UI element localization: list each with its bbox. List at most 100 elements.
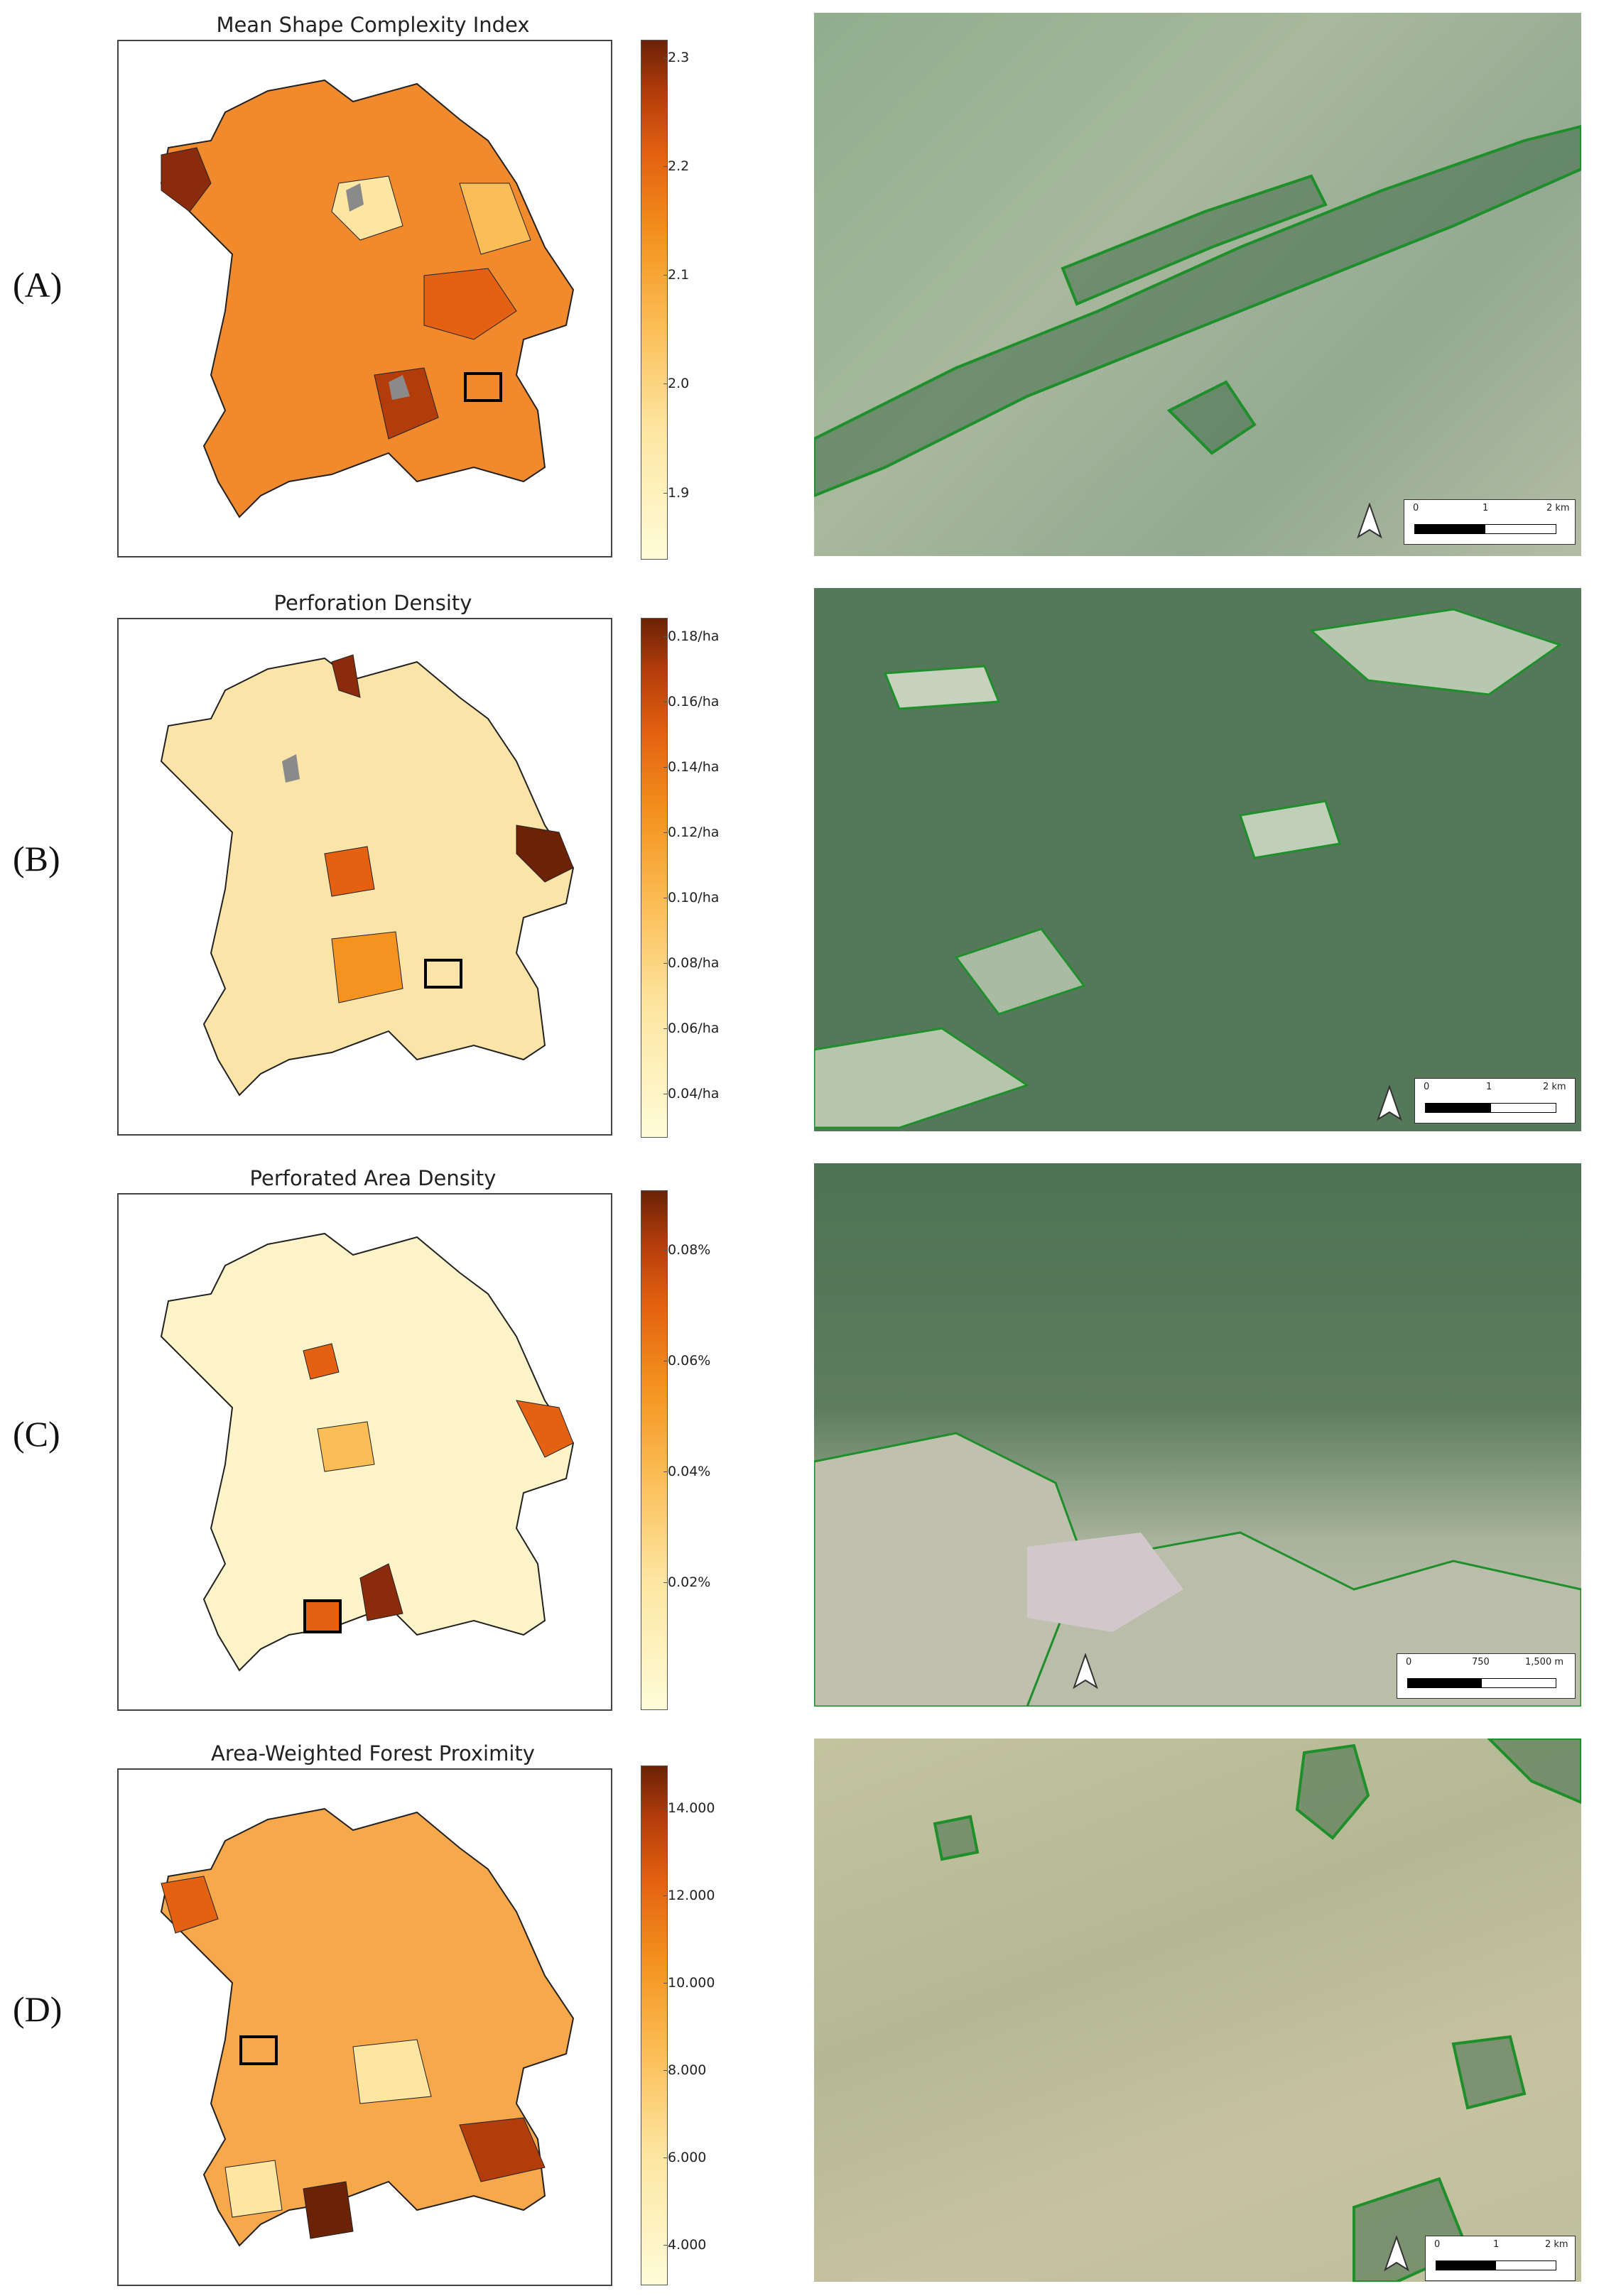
clearing: [1308, 608, 1563, 696]
satellite-image: 0 1 2 km: [814, 1739, 1581, 2282]
colorbar-tick: 8.000: [663, 2062, 707, 2078]
region-mid: [161, 1876, 219, 1934]
clearing: [954, 927, 1086, 1016]
colorbar-tick: 0.04%: [663, 1464, 711, 1479]
urban-area: [282, 754, 300, 783]
study-area-box: [464, 372, 502, 402]
colorbar: [641, 618, 668, 1138]
urban-area: [1027, 1533, 1183, 1632]
region-dark: [303, 2181, 354, 2239]
region-dark: [161, 147, 212, 212]
region-mid: [303, 1343, 340, 1380]
forest-patch: [1061, 174, 1328, 306]
colorbar: [641, 1190, 668, 1710]
choropleth-map: [117, 618, 612, 1136]
region-mid: [423, 268, 517, 340]
region-dark: [359, 1563, 403, 1621]
scale-bar: 0 1 2 km: [1404, 499, 1576, 545]
region-outline: [160, 79, 575, 518]
scale-mark: 1: [1483, 503, 1489, 513]
colorbar-tick: 0.18/ha: [663, 629, 720, 644]
forest-patch: [933, 1815, 980, 1861]
colorbar-tick: 0.10/ha: [663, 890, 720, 905]
scale-mark: 0: [1434, 2239, 1441, 2250]
colorbar-tick: 0.16/ha: [663, 694, 720, 709]
colorbar-tick: 0.12/ha: [663, 825, 720, 840]
region-outline: [160, 1807, 575, 2247]
colorbar-tick: 0.14/ha: [663, 759, 720, 775]
satellite-image: 0 1 2 km: [814, 588, 1581, 1131]
scale-bar: 0 1 2 km: [1414, 1078, 1576, 1123]
map-title: Area-Weighted Forest Proximity: [211, 1741, 535, 1765]
satellite-image: 0 750 1,500 m: [814, 1163, 1581, 1707]
forest-patches: [814, 608, 1563, 1129]
colorbar-tick: 4.000: [663, 2237, 707, 2253]
colorbar-tick: 0.04/ha: [663, 1086, 720, 1101]
panel-label: (A): [13, 265, 63, 305]
forest-patch: [1487, 1739, 1581, 1805]
scale-mark: 0: [1413, 503, 1419, 513]
urban-area: [346, 183, 364, 212]
colorbar-tick: 12.000: [663, 1888, 715, 1903]
forest-patch: [814, 124, 1581, 498]
scale-bar: 0 1 2 km: [1425, 2236, 1576, 2281]
colorbar-tick: 1.9: [663, 485, 690, 501]
scale-mark: 1: [1493, 2239, 1500, 2250]
colorbar-tick: 0.06/ha: [663, 1021, 720, 1036]
clearing: [1239, 800, 1341, 859]
scale-mark: 2 km: [1545, 2239, 1568, 2250]
north-arrow-icon: [1377, 1085, 1402, 1121]
region-light: [224, 2160, 283, 2218]
scale-mark: 750: [1472, 1657, 1490, 1667]
colorbar-tick: 2.2: [663, 158, 690, 174]
panel-label: (D): [13, 1989, 63, 2029]
region-light: [459, 183, 531, 255]
region-light: [317, 1421, 375, 1472]
study-area-box: [239, 2035, 278, 2065]
colorbar-tick: 0.08%: [663, 1242, 711, 1258]
study-area-box: [424, 959, 462, 989]
clearing: [883, 665, 1001, 710]
map-title: Perforated Area Density: [249, 1166, 497, 1190]
scale-mark: 1: [1486, 1082, 1492, 1092]
region-mid: [459, 2117, 546, 2182]
colorbar-tick: 2.1: [663, 267, 690, 283]
panel-label: (B): [13, 839, 60, 878]
forest-patches: [814, 124, 1581, 498]
scale-mark: 0: [1406, 1657, 1412, 1667]
colorbar-tick: 0.02%: [663, 1574, 711, 1590]
region-light: [352, 2039, 432, 2104]
region-mid: [331, 931, 403, 1003]
colorbar-tick: 2.3: [663, 50, 690, 65]
region-mid: [516, 1400, 574, 1458]
region-dark: [516, 825, 574, 883]
bavaria-map: [160, 1232, 575, 1672]
map-title: Perforation Density: [273, 591, 472, 615]
scale-mark: 0: [1424, 1082, 1430, 1092]
region-dark: [331, 654, 361, 698]
colorbar-tick: 0.06%: [663, 1353, 711, 1369]
north-arrow-icon: [1384, 2236, 1409, 2272]
clearing: [814, 1027, 1030, 1129]
panel-label: (C): [13, 1414, 60, 1454]
forest-patch: [1451, 2035, 1527, 2110]
region-mid: [324, 846, 375, 897]
urban-area: [389, 375, 410, 400]
forest-patches: [933, 1739, 1581, 2282]
colorbar-tick: 6.000: [663, 2150, 707, 2165]
choropleth-map: [117, 1193, 612, 1711]
study-area-box: [303, 1599, 342, 1633]
choropleth-map: [117, 40, 612, 557]
colorbar-tick: 2.0: [663, 376, 690, 391]
forest-patches: [814, 1432, 1581, 1707]
colorbar: [641, 1765, 668, 2285]
colorbar-tick: 0.08/ha: [663, 955, 720, 971]
scale-bar: 0 750 1,500 m: [1397, 1653, 1576, 1699]
bavaria-map: [160, 79, 575, 518]
bavaria-map: [160, 654, 575, 1097]
colorbar: [641, 40, 668, 560]
scale-mark: 2 km: [1543, 1082, 1566, 1092]
north-arrow-icon: [1357, 503, 1382, 539]
north-arrow-icon: [1073, 1653, 1098, 1690]
bavaria-map: [160, 1807, 575, 2247]
